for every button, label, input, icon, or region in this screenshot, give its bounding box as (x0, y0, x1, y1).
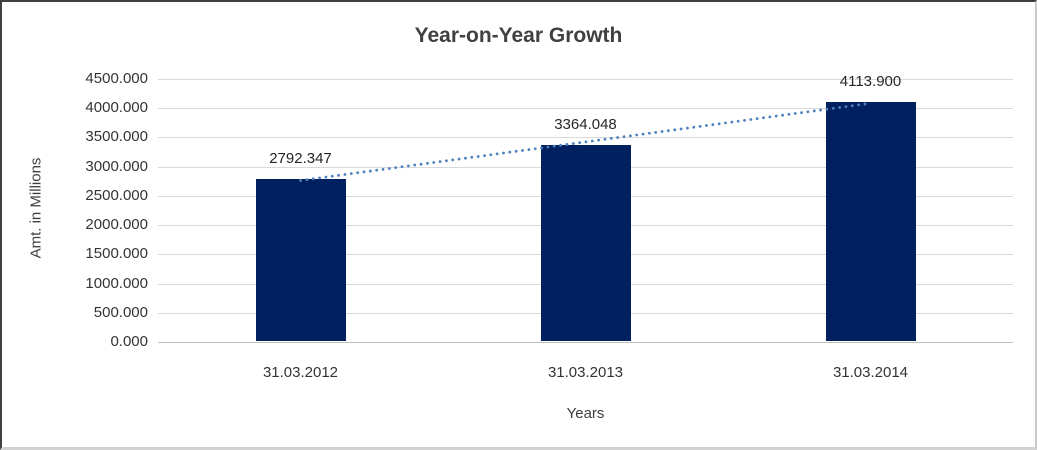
y-tick-label: 1000.000 (85, 275, 148, 292)
y-tick-label: 1500.000 (85, 245, 148, 262)
y-tick-label: 4000.000 (85, 99, 148, 116)
x-tick-label: 31.03.2013 (547, 364, 624, 381)
y-tick-label: 4500.000 (85, 70, 148, 87)
x-tick-label: 31.03.2014 (832, 364, 909, 381)
x-axis-title: Years (566, 405, 605, 422)
x-axis-line (158, 342, 1013, 343)
gridline (158, 79, 1013, 80)
y-tick-label: 3000.000 (85, 158, 148, 175)
bar-31.03.2013 (540, 145, 631, 341)
y-tick-label: 2000.000 (85, 216, 148, 233)
data-label: 2792.347 (269, 149, 332, 167)
y-tick-label: 0.000 (110, 333, 148, 350)
y-tick-label: 3500.000 (85, 128, 148, 145)
data-label: 3364.048 (554, 116, 617, 134)
data-label: 4113.900 (839, 72, 902, 90)
x-tick-label: 31.03.2012 (262, 364, 339, 381)
chart-title: Year-on-Year Growth (414, 24, 623, 47)
bar-31.03.2012 (255, 178, 346, 341)
y-tick-label: 2500.000 (85, 187, 148, 204)
y-tick-label: 500.000 (93, 304, 148, 321)
bar-31.03.2014 (825, 101, 916, 341)
